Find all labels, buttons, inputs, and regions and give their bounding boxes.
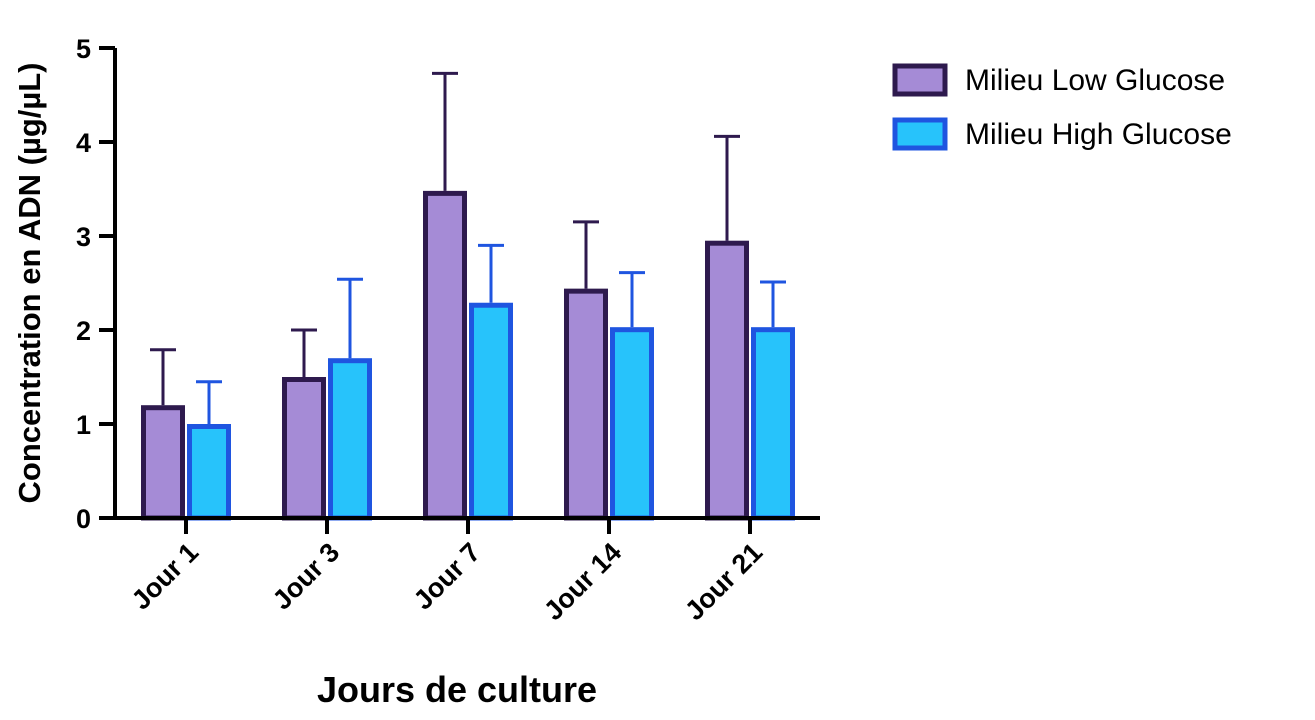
- y-tick-label: 2: [76, 316, 91, 346]
- x-tick-label: Jour 1: [126, 537, 205, 616]
- legend-swatch: [892, 117, 948, 151]
- legend-swatch: [892, 63, 948, 97]
- bar: [751, 327, 795, 521]
- x-tick-label: Jour 3: [267, 537, 346, 616]
- legend: Milieu Low Glucose Milieu High Glucose: [892, 63, 1232, 151]
- bars-layer: [141, 71, 795, 521]
- x-axis-title: Jours de culture: [317, 669, 597, 710]
- bar: [328, 358, 372, 521]
- bar: [610, 327, 654, 521]
- bar: [282, 377, 326, 521]
- y-tick-label: 1: [76, 410, 91, 440]
- bar: [469, 302, 513, 521]
- x-tick-label: Jour 21: [679, 537, 768, 626]
- x-tick-label: Jour 7: [408, 537, 487, 616]
- y-tick-label: 4: [76, 128, 91, 158]
- y-tick-label: 5: [76, 34, 91, 64]
- bar: [423, 190, 467, 521]
- y-tick-label: 3: [76, 222, 91, 252]
- y-tick-label: 0: [76, 504, 91, 534]
- bar: [564, 288, 608, 521]
- legend-label: Milieu Low Glucose: [965, 64, 1225, 97]
- bar: [141, 405, 185, 521]
- x-tick-label: Jour 14: [538, 537, 627, 626]
- bar: [187, 424, 231, 521]
- y-axis-title: Concentration en ADN (µg/µL): [12, 63, 47, 504]
- bar: [705, 240, 749, 521]
- legend-label: Milieu High Glucose: [965, 118, 1232, 151]
